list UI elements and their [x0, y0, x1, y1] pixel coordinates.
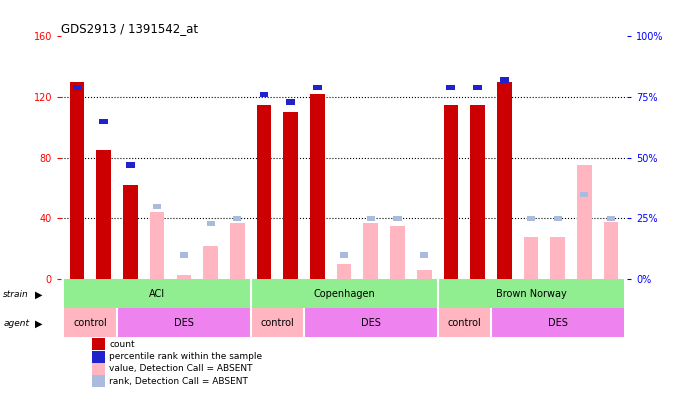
Text: strain: strain — [3, 290, 29, 299]
Bar — [473, 85, 482, 90]
Bar — [443, 105, 458, 279]
Text: rank, Detection Call = ABSENT: rank, Detection Call = ABSENT — [109, 377, 248, 386]
Text: ▶: ▶ — [35, 319, 43, 329]
Bar — [393, 216, 401, 221]
Bar — [70, 82, 84, 279]
Bar — [304, 308, 437, 337]
Bar — [96, 150, 111, 279]
Bar — [233, 216, 241, 221]
Text: Copenhagen: Copenhagen — [313, 289, 375, 299]
Text: ACI: ACI — [149, 289, 165, 299]
Text: DES: DES — [174, 318, 194, 328]
Bar — [437, 279, 624, 308]
Bar — [207, 221, 215, 226]
Bar — [523, 237, 538, 279]
Bar — [447, 85, 456, 90]
Bar — [180, 252, 188, 258]
Bar — [417, 270, 431, 279]
Text: control: control — [73, 318, 107, 328]
Bar — [363, 223, 378, 279]
Bar — [251, 308, 304, 337]
Bar — [92, 351, 104, 362]
Text: Brown Norway: Brown Norway — [496, 289, 566, 299]
Bar — [367, 216, 375, 221]
Bar — [286, 99, 295, 104]
Text: ▶: ▶ — [35, 290, 43, 300]
Text: control: control — [447, 318, 481, 328]
Text: DES: DES — [548, 318, 567, 328]
Bar — [390, 226, 405, 279]
Bar — [283, 112, 298, 279]
Bar — [607, 216, 615, 221]
Bar — [340, 252, 348, 258]
Bar — [471, 105, 485, 279]
Bar — [310, 94, 325, 279]
Bar — [527, 216, 535, 221]
Bar — [73, 85, 81, 90]
Bar — [251, 279, 437, 308]
Bar — [497, 82, 512, 279]
Bar — [313, 85, 322, 90]
Text: GDS2913 / 1391542_at: GDS2913 / 1391542_at — [61, 22, 198, 35]
Text: agent: agent — [3, 320, 29, 328]
Bar — [150, 213, 165, 279]
Bar — [203, 246, 218, 279]
Bar — [337, 264, 351, 279]
Bar — [126, 162, 135, 168]
Bar — [551, 237, 565, 279]
Bar — [92, 363, 104, 375]
Bar — [491, 308, 624, 337]
Bar — [153, 204, 161, 209]
Bar — [437, 308, 491, 337]
Bar — [580, 192, 589, 197]
Bar — [64, 279, 251, 308]
Bar — [176, 275, 191, 279]
Text: percentile rank within the sample: percentile rank within the sample — [109, 352, 262, 361]
Bar — [92, 375, 104, 387]
Text: DES: DES — [361, 318, 381, 328]
Bar — [230, 223, 245, 279]
Bar — [100, 119, 108, 124]
Bar — [500, 77, 508, 83]
Bar — [577, 165, 592, 279]
Bar — [604, 222, 618, 279]
Bar — [420, 252, 428, 258]
Text: value, Detection Call = ABSENT: value, Detection Call = ABSENT — [109, 364, 253, 373]
Text: control: control — [260, 318, 294, 328]
Bar — [117, 308, 251, 337]
Text: count: count — [109, 340, 135, 349]
Bar — [260, 92, 268, 97]
Bar — [123, 185, 138, 279]
Bar — [92, 339, 104, 350]
Bar — [64, 308, 117, 337]
Bar — [257, 105, 271, 279]
Bar — [554, 216, 562, 221]
